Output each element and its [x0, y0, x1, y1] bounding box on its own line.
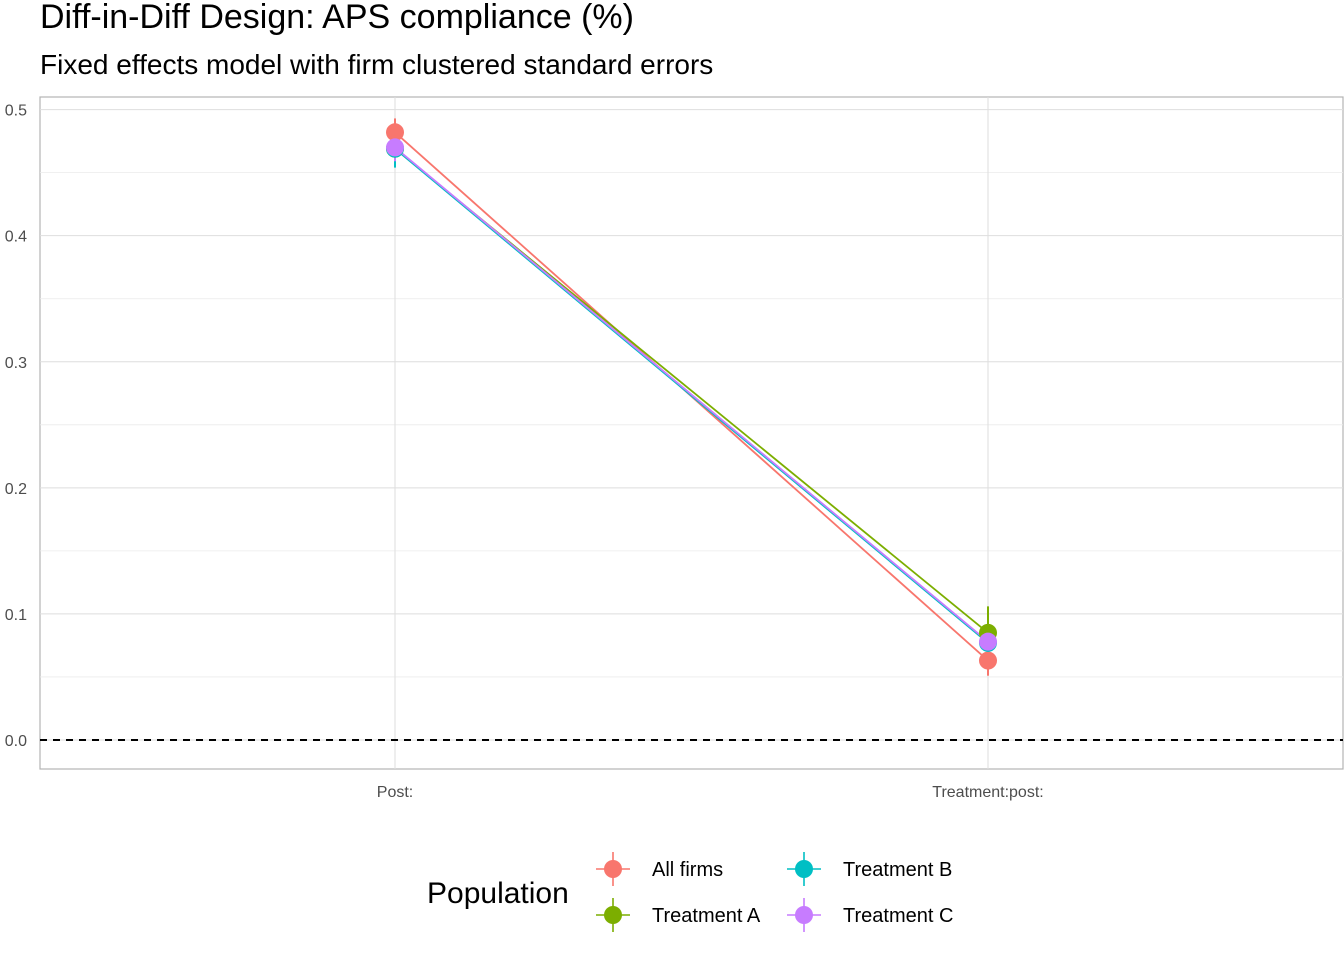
legend-item: All firms	[596, 852, 723, 886]
y-tick-label: 0.4	[5, 229, 27, 246]
legend-key-point	[604, 860, 622, 878]
legend-key-point	[795, 860, 813, 878]
chart-title: Diff-in-Diff Design: APS compliance (%)	[40, 0, 634, 36]
plot-panel: 0.0 0.1 0.2 0.3 0.4 0.5 Post: Treatment:post:	[5, 96, 1344, 801]
data-point	[386, 138, 404, 157]
series-line	[394, 148, 989, 644]
y-tick-label: 0.3	[5, 355, 27, 372]
legend-item: Treatment B	[787, 852, 952, 886]
legend-title: Population	[427, 877, 569, 910]
series-line	[394, 146, 989, 643]
legend-label: All firms	[652, 859, 723, 881]
legend-key-point	[604, 906, 622, 924]
legend-label: Treatment B	[843, 859, 952, 881]
x-tick-label: Post:	[377, 784, 413, 801]
legend-label: Treatment A	[652, 905, 761, 927]
y-tick-label: 0.0	[5, 733, 27, 750]
legend-item: Treatment A	[596, 898, 761, 932]
data-point	[386, 123, 404, 142]
y-tick-label: 0.5	[5, 103, 27, 120]
legend-item: Treatment C	[787, 898, 953, 932]
x-tick-label: Treatment:post:	[932, 784, 1043, 801]
data-point	[979, 651, 997, 670]
legend: Population All firms Treatment A Treatment …	[427, 852, 953, 932]
legend-label: Treatment C	[843, 905, 953, 927]
data-point	[979, 632, 997, 651]
y-tick-label: 0.2	[5, 481, 27, 498]
chart-subtitle: Fixed effects model with firm clustered …	[40, 49, 713, 80]
y-tick-label: 0.1	[5, 607, 27, 624]
legend-key-point	[795, 906, 813, 924]
panel-border	[39, 96, 1344, 770]
